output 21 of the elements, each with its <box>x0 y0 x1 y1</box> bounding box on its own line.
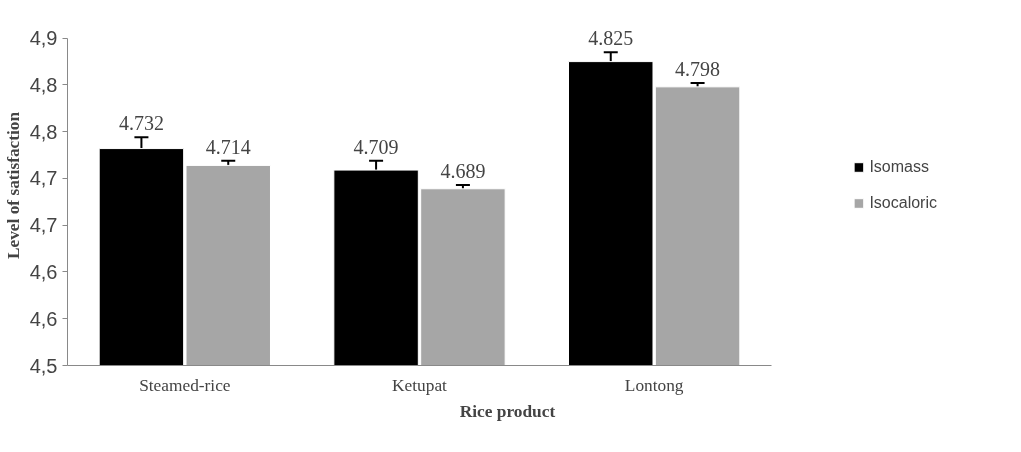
legend-label: Isocaloric <box>869 194 937 212</box>
x-tick-label: Lontong <box>624 375 684 395</box>
data-label: 4.714 <box>205 135 251 158</box>
y-tick-label: 4,8 <box>29 73 58 96</box>
data-label: 4.709 <box>353 135 399 158</box>
y-tick-label: 4,7 <box>29 167 58 190</box>
y-tick-label: 4,6 <box>29 307 58 330</box>
x-axis-title: Rice product <box>459 401 556 421</box>
y-tick-label: 4,8 <box>29 120 58 143</box>
y-tick-label: 4,6 <box>29 260 58 283</box>
data-label: 4.798 <box>675 58 721 81</box>
y-tick-label: 4,9 <box>29 27 58 50</box>
data-label: 4.689 <box>440 160 486 183</box>
y-axis-title: Level of satisfaction <box>3 111 23 260</box>
y-tick-label: 4,5 <box>29 354 58 377</box>
legend-label: Isomass <box>869 158 929 176</box>
data-label: 4.732 <box>118 112 164 135</box>
data-label: 4.825 <box>588 27 634 50</box>
y-tick-label: 4,7 <box>29 214 58 237</box>
x-tick-label: Steamed-rice <box>139 375 231 395</box>
x-tick-label: Ketupat <box>392 375 448 395</box>
